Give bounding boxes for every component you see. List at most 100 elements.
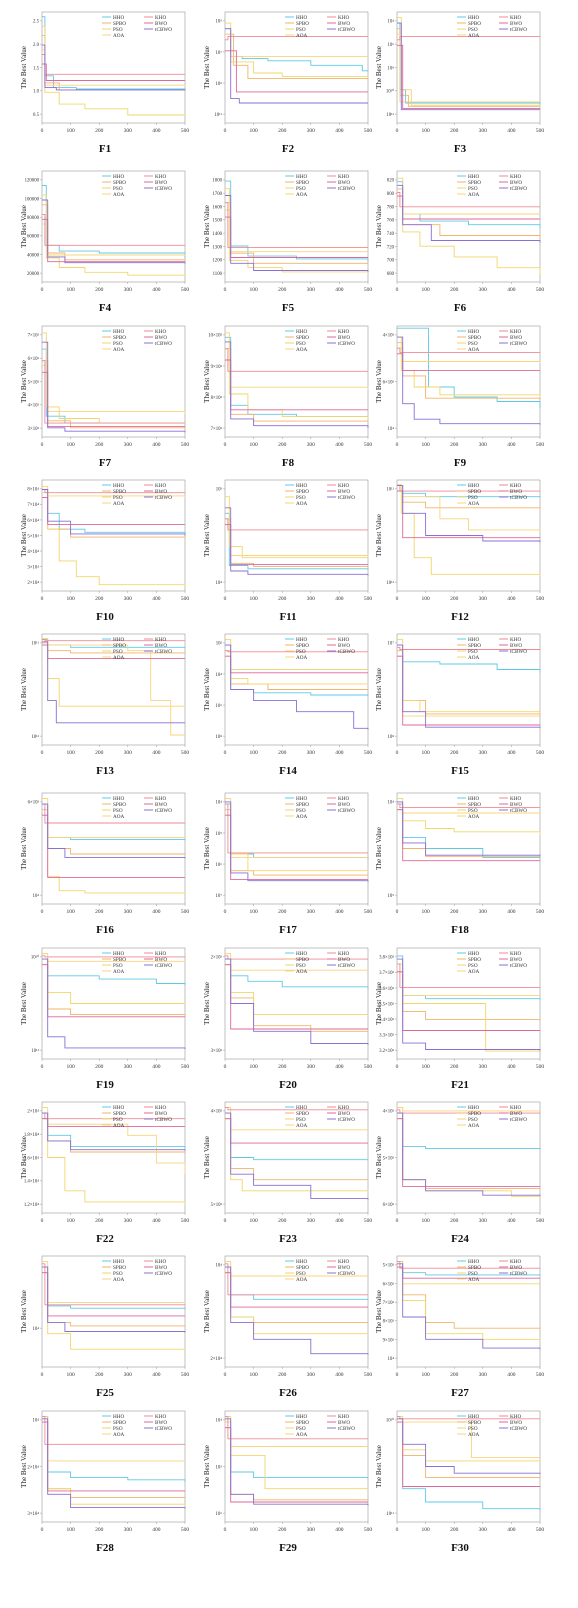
series-line-kho: [42, 360, 185, 424]
chart-svg: 0 100 200 300 400 500 10⁸ 10⁶ 10⁴ 10² The Best Val…: [203, 633, 372, 756]
legend-label: SPBO: [113, 1111, 126, 1117]
legend-label: KHO: [155, 1414, 166, 1420]
chart-panel-f26: 0 100 200 300 400 500 2×10⁴ 10⁴ The Best Value HH…: [203, 1250, 373, 1405]
x-tick-label: 400: [152, 909, 161, 915]
series-line-tcbwo: [42, 803, 186, 859]
legend-label: SPBO: [468, 802, 481, 808]
y-tick-label: 10⁶: [216, 862, 223, 868]
legend-label: KHO: [338, 951, 349, 957]
chart-svg: 0 100 200 300 400 500 2×10⁴ 3×10⁴ 4×10⁴ 5×10⁴ 6×10…: [20, 479, 189, 602]
x-tick-label: 100: [421, 128, 430, 134]
x-tick-label: 200: [450, 1064, 459, 1070]
legend-label: BWO: [338, 1111, 350, 1117]
x-tick-label: 200: [278, 128, 287, 134]
y-tick-label: 1.2×10⁴: [24, 1202, 39, 1208]
legend-label: tCBWO: [155, 1426, 172, 1432]
plot-frame: [41, 1410, 186, 1523]
x-tick-label: 0: [41, 1372, 44, 1378]
x-tick-label: 0: [224, 1064, 227, 1070]
chart-svg: 0 100 200 300 400 500 10⁸ 10⁷ The Best Value HHOS…: [375, 633, 544, 756]
plot-frame: [396, 325, 541, 438]
x-tick-label: 200: [450, 750, 459, 756]
legend-label: SPBO: [468, 1265, 481, 1271]
y-tick-label: 6×10³: [383, 1281, 395, 1287]
legend-label: HHO: [113, 1414, 124, 1420]
plot-frame: [224, 1255, 369, 1368]
x-tick-label: 100: [249, 1527, 258, 1533]
chart-caption: F6: [453, 302, 467, 314]
y-tick-label: 6×10³: [28, 800, 40, 806]
x-tick-label: 100: [249, 1218, 258, 1224]
x-tick-label: 300: [124, 1064, 133, 1070]
legend-label: KHO: [510, 174, 521, 180]
y-tick-label: 10¹¹: [214, 112, 222, 118]
y-tick-label: 10¹⁰: [386, 89, 394, 95]
y-tick-label: 5×10⁴: [27, 533, 39, 539]
y-tick-label: 3×10⁴: [27, 1511, 39, 1517]
legend-label: BWO: [155, 1265, 167, 1271]
legend-label: tCBWO: [155, 495, 172, 501]
y-tick-label: 8×10⁴: [27, 487, 39, 493]
x-tick-label: 400: [507, 909, 516, 915]
legend-label: BWO: [338, 335, 350, 341]
y-tick-label: 4×10³: [383, 333, 395, 339]
legend-label: KHO: [510, 483, 521, 489]
legend-label: BWO: [155, 180, 167, 186]
series-line-pso: [397, 639, 541, 713]
x-tick-label: 200: [450, 596, 459, 602]
y-tick-label: 10⁷: [388, 641, 395, 647]
y-tick-label: 3×10⁴: [27, 564, 39, 570]
x-tick-label: 400: [152, 1064, 161, 1070]
y-tick-label: 2×10⁴: [27, 580, 39, 586]
x-tick-label: 300: [479, 1372, 488, 1378]
x-tick-label: 400: [152, 596, 161, 602]
legend-label: HHO: [296, 951, 307, 957]
legend-label: HHO: [468, 1105, 479, 1111]
x-tick-label: 400: [507, 1064, 516, 1070]
x-tick-label: 100: [66, 750, 75, 756]
y-axis-label: The Best Value: [20, 668, 28, 711]
legend-label: HHO: [113, 796, 124, 802]
legend-label: tCBWO: [338, 27, 355, 33]
chart-svg: 0 100 200 300 400 500 10¹² 10¹⁰ 10⁸ 10⁶ 10⁴ The Bes…: [375, 11, 544, 134]
legend-label: BWO: [338, 489, 350, 495]
legend-label: tCBWO: [338, 186, 355, 192]
legend-label: AOA: [296, 969, 307, 975]
x-tick-label: 400: [335, 1372, 344, 1378]
legend-label: tCBWO: [155, 1117, 172, 1123]
chart-svg: 0 100 200 300 400 500 3×10⁴ 2×10⁴ 10⁴ The Best Va…: [20, 1410, 189, 1533]
y-axis-label: The Best Value: [203, 1290, 211, 1333]
x-tick-label: 300: [307, 1372, 316, 1378]
chart-svg: 0 100 200 300 400 500 3.2×10³ 3.3×10³ 3.4×10³ 3.5…: [375, 947, 544, 1070]
chart-panel-f3: 0 100 200 300 400 500 10¹² 10¹⁰ 10⁸ 10⁶ 10⁴ The Bes…: [375, 6, 545, 161]
x-tick-label: 100: [249, 442, 258, 448]
x-tick-label: 0: [41, 909, 44, 915]
y-tick-label: 3.7×10³: [379, 970, 394, 976]
x-tick-label: 300: [124, 1372, 133, 1378]
y-tick-label: 10⁴: [388, 1356, 395, 1362]
x-tick-label: 200: [278, 909, 287, 915]
legend-label: PSO: [113, 649, 123, 655]
legend-label: AOA: [113, 814, 124, 820]
x-tick-label: 0: [224, 442, 227, 448]
y-axis-label: The Best Value: [375, 1445, 383, 1488]
legend-label: AOA: [113, 1123, 124, 1129]
y-tick-label: 10³: [216, 487, 223, 493]
y-tick-label: 10⁶: [216, 703, 223, 709]
x-tick-label: 500: [536, 1372, 545, 1378]
x-tick-label: 0: [41, 750, 44, 756]
legend-label: HHO: [296, 174, 307, 180]
x-tick-label: 200: [278, 1064, 287, 1070]
legend-label: PSO: [468, 1426, 478, 1432]
y-tick-label: 1400: [212, 232, 222, 237]
x-tick-label: 300: [307, 1218, 316, 1224]
x-tick-label: 100: [421, 1527, 430, 1533]
y-axis-label: The Best Value: [20, 1445, 28, 1488]
y-tick-label: 3.2×10³: [379, 1048, 394, 1054]
chart-svg: 0 100 200 300 400 500 10¹¹ 10¹⁰ The Best Value HH…: [20, 947, 189, 1070]
x-tick-label: 0: [224, 1527, 227, 1533]
chart-caption: F17: [279, 924, 297, 936]
y-axis-label: The Best Value: [375, 1136, 383, 1179]
legend-label: KHO: [510, 796, 521, 802]
x-tick-label: 400: [335, 596, 344, 602]
